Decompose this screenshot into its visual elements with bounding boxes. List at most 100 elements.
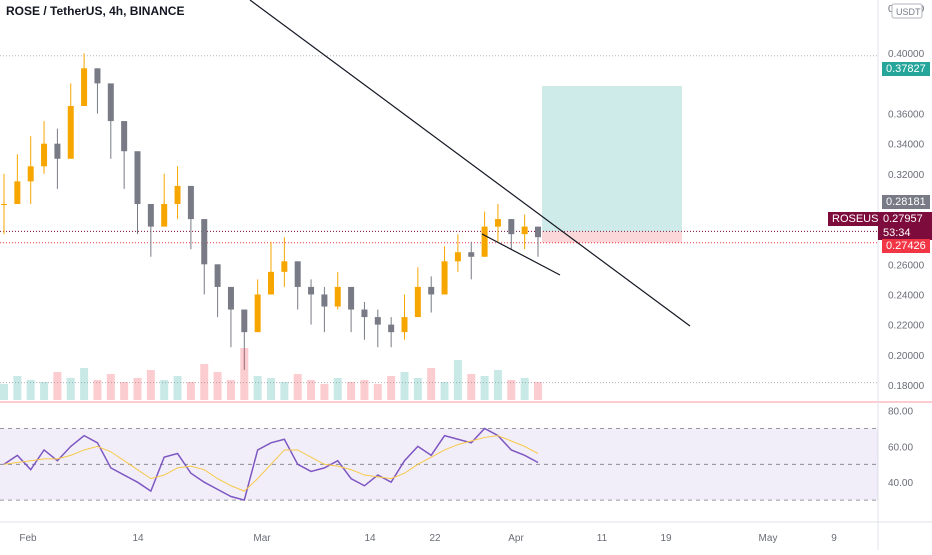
- candle-body: [134, 151, 141, 204]
- candle-body: [535, 226, 541, 238]
- volume-bar: [520, 378, 529, 400]
- volume-bar: [93, 380, 102, 400]
- candle-body: [388, 324, 395, 333]
- candle-body: [147, 204, 154, 227]
- volume-bar: [493, 370, 502, 400]
- candle-body: [187, 185, 194, 220]
- price-tick-label: 0.24000: [888, 290, 925, 301]
- bar-countdown: 53:34: [883, 227, 911, 239]
- price-tick-label: 0.40000: [888, 49, 925, 60]
- candle-body: [94, 68, 101, 84]
- time-tick-label: 14: [132, 533, 144, 544]
- currency-label: USDT: [896, 7, 921, 17]
- volume-bar: [320, 384, 329, 400]
- candle-body: [508, 219, 515, 235]
- volume-bar: [387, 376, 396, 400]
- candle-body: [281, 261, 288, 272]
- stop-price-tag: 0.27426: [882, 239, 930, 253]
- time-tick-label: Feb: [19, 533, 37, 544]
- volume-bar: [267, 378, 275, 400]
- volume-bar: [173, 376, 182, 400]
- volume-bar: [120, 382, 129, 400]
- time-tick-label: 22: [429, 533, 441, 544]
- candle-body: [321, 294, 328, 307]
- candle-body: [27, 166, 34, 182]
- rsi-tick-label: 60.00: [888, 442, 913, 453]
- volume-bar: [347, 382, 356, 400]
- time-tick-label: 19: [660, 533, 672, 544]
- volume-bar: [146, 370, 155, 400]
- candle-body: [227, 286, 234, 310]
- volume-bar: [186, 382, 195, 400]
- price-tick-label: 0.36000: [888, 110, 925, 121]
- symbol-title: ROSE / TetherUS, 4h, BINANCE: [6, 4, 185, 18]
- price-tick-label: 0.32000: [888, 170, 925, 181]
- time-tick-label: 14: [364, 533, 376, 544]
- candle-body: [268, 271, 274, 295]
- price-tick-label: 0.18000: [888, 381, 925, 392]
- volume-bar: [534, 382, 542, 400]
- candle-body: [468, 252, 475, 257]
- target-zone: [542, 85, 682, 232]
- candle-body: [241, 309, 248, 333]
- candle-body: [481, 226, 488, 257]
- volume-bar: [66, 378, 75, 400]
- rsi-ma-line: [3, 435, 539, 492]
- target-price-tag: 0.37827: [882, 62, 930, 76]
- volume-bar: [413, 378, 422, 400]
- currency-badge: [891, 3, 923, 19]
- volume-bar: [400, 372, 409, 400]
- price-tick-label: 0.22000: [888, 321, 925, 332]
- candle-body: [201, 219, 208, 265]
- candle-body: [41, 143, 48, 167]
- stop-zone: [542, 231, 682, 243]
- price-tick-label: 0.26000: [888, 260, 925, 271]
- volume-bar: [240, 348, 249, 400]
- volume-bar: [226, 380, 235, 400]
- time-tick-label: May: [759, 533, 778, 544]
- trendline: [249, 0, 691, 327]
- volume-bar: [106, 374, 115, 400]
- last-price-tag: 0.27957 53:34: [878, 212, 932, 240]
- candle-body: [107, 83, 114, 122]
- time-tick-label: Apr: [508, 533, 524, 544]
- volume-bar: [213, 372, 222, 400]
- volume-bar: [13, 376, 22, 400]
- candle-body: [521, 226, 528, 235]
- rsi-line: [3, 427, 539, 502]
- volume-bar: [307, 380, 316, 400]
- candle-body: [214, 264, 221, 287]
- candle-body: [348, 286, 355, 310]
- candle-body: [401, 317, 408, 333]
- volume-bar: [280, 382, 289, 400]
- volume-bar: [333, 378, 342, 400]
- candle-body: [67, 106, 74, 159]
- price-tick-label: 0.34000: [888, 140, 925, 151]
- volume-bar: [26, 380, 35, 400]
- volume-bar: [160, 380, 169, 400]
- volume-bar: [507, 380, 516, 400]
- candles: [1, 53, 541, 370]
- candle-body: [308, 286, 315, 295]
- volume-bar: [360, 380, 369, 400]
- candle-body: [454, 252, 461, 262]
- candle-body: [374, 317, 381, 325]
- volume-bar: [373, 384, 382, 400]
- trendline: [481, 233, 561, 276]
- volume-bar: [53, 372, 62, 400]
- last-price: 0.27957: [883, 213, 923, 225]
- candle-body: [294, 261, 301, 287]
- volume-bar: [480, 376, 489, 400]
- volume-bar: [200, 364, 209, 400]
- volume-bar: [293, 374, 302, 400]
- candle-body: [161, 204, 168, 227]
- volume-bar: [133, 378, 142, 400]
- volume-bar: [80, 368, 89, 400]
- volume-bar: [427, 368, 436, 400]
- candle-body: [121, 121, 128, 152]
- level-price-tag: 0.28181: [882, 195, 930, 209]
- candle-body: [174, 185, 181, 204]
- candle-body: [54, 143, 61, 159]
